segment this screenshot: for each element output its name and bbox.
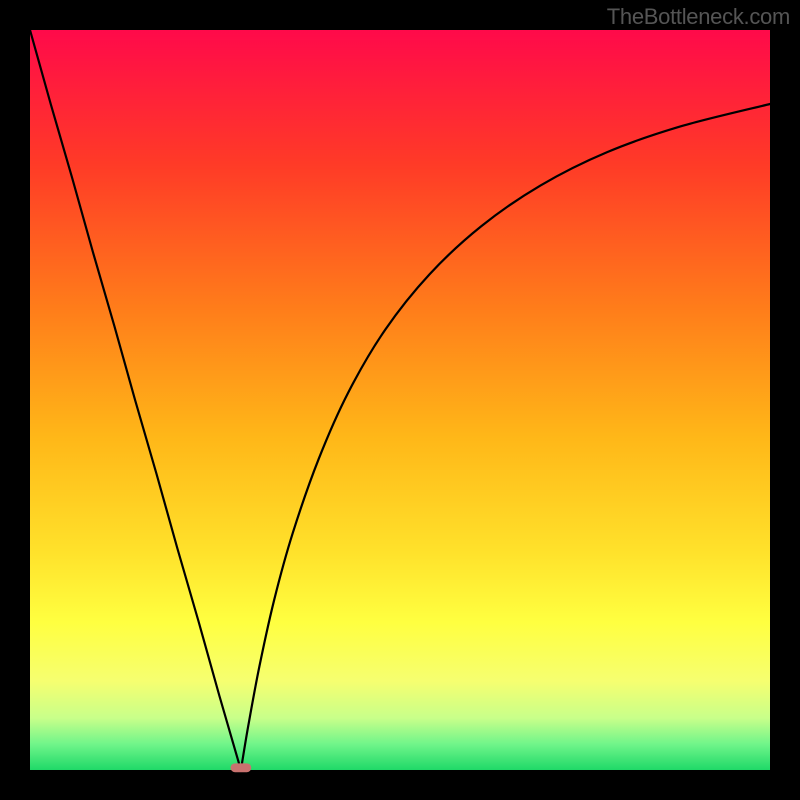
watermark-text: TheBottleneck.com [607, 4, 790, 30]
gradient-background [30, 30, 770, 770]
dip-marker [231, 763, 252, 772]
bottleneck-chart: TheBottleneck.com [0, 0, 800, 800]
chart-svg [0, 0, 800, 800]
